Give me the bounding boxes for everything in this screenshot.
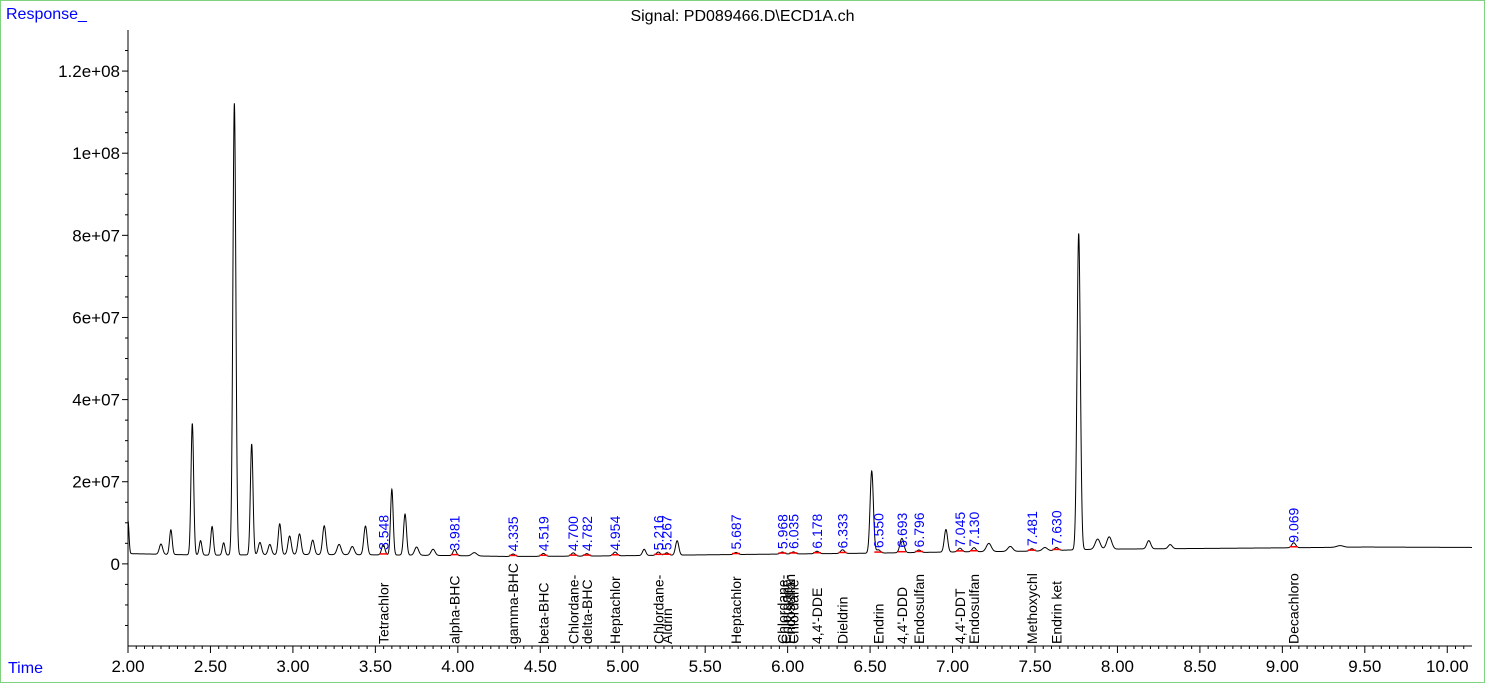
y-tick-label: 6e+07 (72, 308, 120, 327)
ticks: 0 2e+07 4e+07 6e+07 8e+07 1e+08 1.2e+08 2.00 2.5… (58, 50, 1469, 676)
x-tick-label: 3.50 (359, 657, 392, 676)
compound-label: 4,4'-DDT (952, 588, 968, 644)
x-axis-label: Time (8, 660, 43, 677)
rt-label: 5.216 (650, 515, 666, 550)
compound-label: Endrin ket (1048, 581, 1064, 644)
compound-labels: Tetrachlor alpha-BHC gamma-BHC beta-BHC Chlo… (375, 563, 1301, 644)
compound-label: Heptachlor (607, 576, 623, 644)
compound-label: Methoxychl (1024, 573, 1040, 644)
y-tick-label: 1e+08 (72, 144, 120, 163)
rt-label: 4.519 (535, 516, 551, 551)
rt-label: 6.550 (870, 513, 886, 548)
compound-label: beta-BHC (535, 583, 551, 644)
compound-label: Tetrachlor (375, 582, 391, 644)
y-tick-label: 4e+07 (72, 391, 120, 410)
rt-label: 4.700 (565, 516, 581, 551)
y-tick-label: 0 (111, 555, 120, 574)
x-tick-label: 6.00 (771, 657, 804, 676)
compound-label: Chlordane- (565, 574, 581, 644)
rt-label: 4.954 (607, 516, 623, 551)
x-tick-label: 7.00 (936, 657, 969, 676)
compound-label: Aldrin (659, 608, 675, 644)
rt-label: 7.630 (1048, 510, 1064, 545)
x-tick-label: 9.00 (1266, 657, 1299, 676)
y-axis-label: Response_ (6, 6, 87, 23)
compound-label: Dieldrin (835, 597, 851, 644)
y-tick-label: 1.2e+08 (58, 62, 120, 81)
x-tick-label: 8.00 (1101, 657, 1134, 676)
x-tick-label: 3.00 (276, 657, 309, 676)
rt-label: 5.968 (774, 514, 790, 549)
compound-label: delta-BHC (579, 579, 595, 644)
compound-label: gamma-BHC (505, 563, 521, 644)
compound-label: Endosulfan (966, 574, 982, 644)
rt-label: 3.981 (447, 515, 463, 550)
rt-label: 9.069 (1286, 507, 1302, 542)
compound-label: alpha-BHC (447, 576, 463, 644)
compound-label: Endrin (870, 604, 886, 644)
y-tick-label: 2e+07 (72, 473, 120, 492)
x-tick-label: 4.00 (441, 657, 474, 676)
x-tick-label: 10.00 (1426, 657, 1469, 676)
rt-label: 6.693 (894, 512, 910, 547)
signal-trace (127, 103, 1472, 557)
compound-label: Chlordane- (778, 574, 794, 644)
rt-label: 4.782 (579, 516, 595, 551)
peak-markers (379, 545, 1298, 557)
rt-label: 6.035 (785, 514, 801, 549)
rt-label: 5.687 (728, 514, 744, 549)
compound-label: Decachloro (1286, 573, 1302, 644)
rt-label: 4.335 (505, 516, 521, 551)
compound-label: 4,4'-DDE (809, 588, 825, 644)
x-tick-label: 4.50 (524, 657, 557, 676)
y-tick-label: 8e+07 (72, 226, 120, 245)
rt-label: 3.548 (375, 515, 391, 550)
rt-label: 7.130 (966, 511, 982, 546)
x-tick-label: 6.50 (854, 657, 887, 676)
compound-label: Chlordane (785, 579, 801, 644)
x-tick-label: 5.00 (606, 657, 639, 676)
x-tick-label: 9.50 (1348, 657, 1381, 676)
compound-label: Chlordane- (774, 574, 790, 644)
compound-label: Chlordane- (650, 574, 666, 644)
rt-label: 6.178 (809, 513, 825, 548)
compound-label: Heptachlor (728, 576, 744, 644)
compound-label: 4,4'-DDD (894, 587, 910, 644)
x-tick-label: 8.50 (1183, 657, 1216, 676)
x-tick-label: 2.00 (111, 657, 144, 676)
x-tick-label: 5.50 (689, 657, 722, 676)
x-tick-label: 7.50 (1018, 657, 1051, 676)
rt-label: 7.045 (952, 512, 968, 547)
compound-label: Endosulfan (911, 574, 927, 644)
rt-label: 6.333 (835, 513, 851, 548)
compound-label: Endosulfan (782, 574, 798, 644)
rt-label: 7.481 (1024, 511, 1040, 546)
rt-label: 6.796 (911, 512, 927, 547)
chart-title: Signal: PD089466.D\ECD1A.ch (630, 8, 855, 25)
rt-label: 5.267 (659, 515, 675, 550)
x-tick-label: 2.50 (194, 657, 227, 676)
